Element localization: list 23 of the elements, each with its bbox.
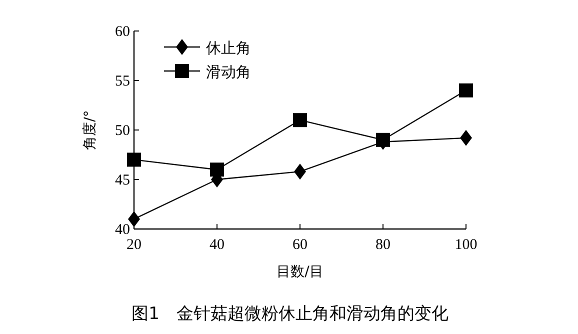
y-tick-label: 40: [115, 222, 130, 238]
y-tick-label: 55: [115, 74, 130, 90]
point: [210, 162, 224, 177]
point: [128, 211, 140, 228]
y-tick-label: 45: [115, 172, 130, 188]
x-tick-label: 100: [454, 237, 478, 253]
x-tick-label: 20: [126, 237, 142, 253]
y-tick-label: 60: [115, 24, 130, 40]
x-tick-label: 80: [376, 237, 390, 253]
text: 图1 金针菇超微粉休止角和滑动角的变化: [132, 304, 448, 324]
point: [294, 164, 306, 180]
point: [460, 130, 472, 146]
point: [459, 83, 473, 98]
legend-label: 休止角: [206, 39, 251, 57]
x-tick-label: 40: [210, 237, 224, 253]
point: [127, 152, 141, 167]
x-tick-label: 60: [292, 237, 308, 253]
point: [293, 113, 307, 128]
y-tick-label: 50: [115, 123, 130, 139]
x-axis-title: 目数/目: [276, 264, 324, 280]
y-axis-title: 角度/°: [82, 110, 98, 150]
legend-label: 滑动角: [206, 63, 251, 81]
point: [376, 132, 390, 147]
